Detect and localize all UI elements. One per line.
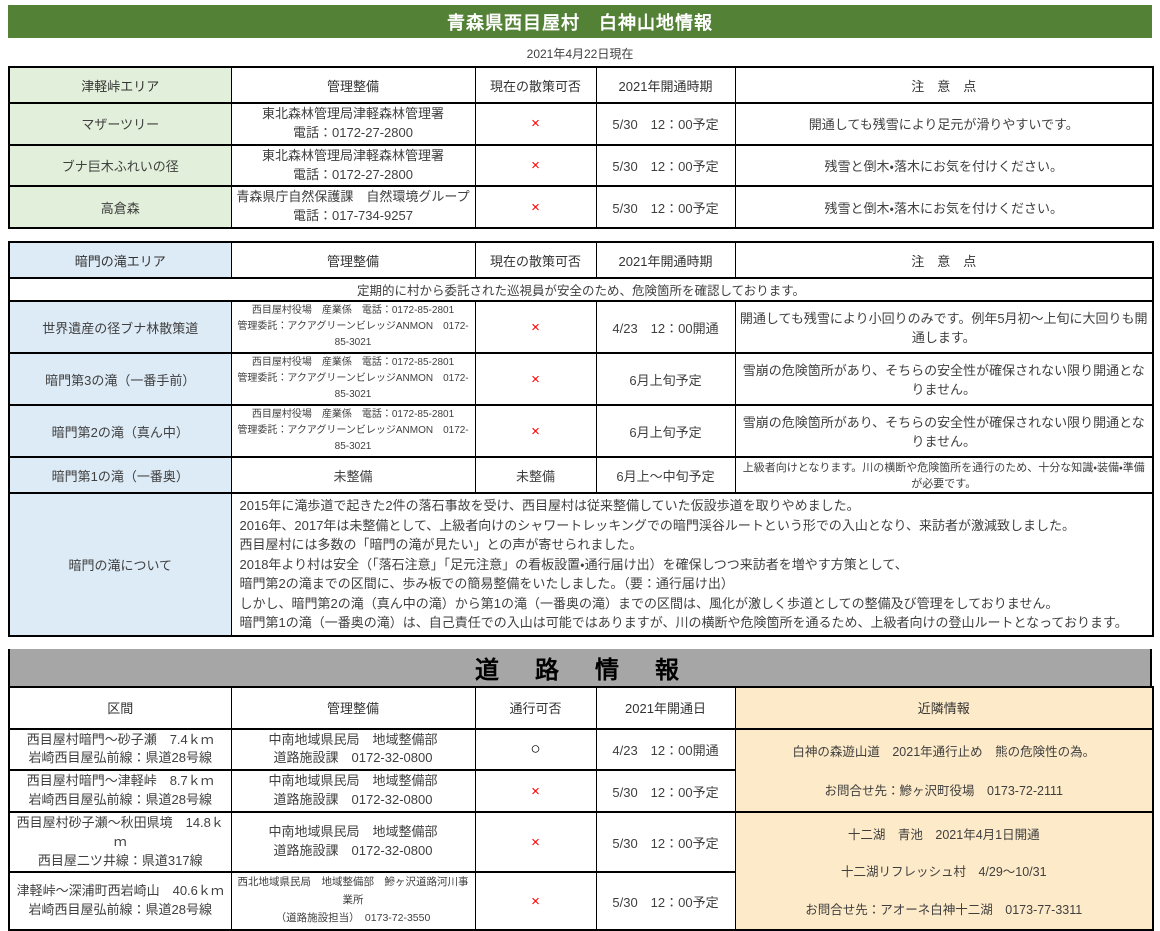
caution-cell: 残雪と倒木・落木にお気を付けください。 (734, 185, 1154, 230)
trail-name-cell: ブナ巨木ふれいの径 (8, 143, 232, 188)
road-section-cell: 津軽峠～深浦町西岩崎山 40.6ｋｍ 岩崎西目屋弘前線：県道28号線 (8, 871, 232, 931)
mgmt-cell: 西目屋村役場 産業係 電話：0172-85-2801 管理委託：アクアグリーンビ… (230, 300, 476, 355)
as-of-date: 2021年4月22日現在 (526, 47, 634, 61)
page-title: 青森県西目屋村 白神山地情報 (447, 12, 713, 33)
mgmt-cell: 中南地域県民局 地域整備部 道路施設課 0172-32-0800 (230, 769, 476, 813)
caution-header: 注 意 点 (734, 66, 1154, 104)
mgmt-cell: 東北森林管理局津軽森林管理署 電話：0172-27-2800 (230, 143, 476, 188)
mgmt-cell: 西目屋村役場 産業係 電話：0172-85-2801 管理委託：アクアグリーンビ… (230, 352, 476, 407)
opening-cell: 4/23 12：00開通 (595, 727, 736, 772)
road-section-cell: 西目屋村砂子瀬～秋田県境 14.8ｋｍ 西目屋二ツ井線：県道317線 (8, 810, 232, 874)
status-cell: × (474, 102, 597, 146)
opening-cell: 6月上旬予定 (595, 404, 736, 459)
section-header: 区間 (8, 685, 232, 730)
mgmt-cell: 西目屋村役場 産業係 電話：0172-85-2801 管理委託：アクアグリーンビ… (230, 404, 476, 459)
status-cell: × (474, 404, 597, 459)
table-row: 暗門第2の滝（真ん中） 西目屋村役場 産業係 電話：0172-85-2801 管… (8, 404, 1154, 459)
tsugaru-header-row: 津軽峠エリア 管理整備 現在の散策可否 2021年開通時期 注 意 点 (8, 66, 1154, 104)
trail-name-cell: マザーツリー (8, 102, 232, 146)
opening-cell: 5/30 12：00予定 (595, 143, 736, 188)
shirakami-info-page: 青森県西目屋村 白神山地情報 2021年4月22日現在 津軽峠エリア 管理整備 … (0, 5, 1160, 931)
mgmt-header: 管理整備 (230, 241, 476, 280)
status-cell: × (474, 300, 597, 355)
trail-name-cell: 世界遺産の径ブナ林散策道 (8, 300, 232, 355)
status-cell: ○ (474, 727, 597, 772)
status-header: 現在の散策可否 (474, 66, 597, 104)
table-row: 西目屋村砂子瀬～秋田県境 14.8ｋｍ 西目屋二ツ井線：県道317線 中南地域県… (8, 810, 1154, 931)
tsugaru-pass-area-table: 津軽峠エリア 管理整備 現在の散策可否 2021年開通時期 注 意 点 マザーツ… (8, 66, 1154, 230)
mgmt-cell: 西北地域県民局 地域整備部 鰺ヶ沢道路河川事業所 （道路施設担当） 0173-7… (230, 871, 476, 931)
opening-cell: 5/30 12：00予定 (595, 102, 736, 146)
road-section-cell: 西目屋村暗門～砂子瀬 7.4ｋｍ 岩崎西目屋弘前線：県道28号線 (8, 727, 232, 772)
status-cell: × (474, 810, 597, 874)
opening-cell: 4/23 12：00開通 (595, 300, 736, 355)
nearby-info-cell: 白神の森遊山道 2021年通行止め 熊の危険性の為。 お問合せ先：鰺ヶ沢町役場 … (734, 727, 1154, 813)
caution-cell: 開通しても残雪により足元が滑りやすいです。 (734, 102, 1154, 146)
status-cell: 未整備 (474, 456, 597, 495)
trail-name-cell: 暗門第3の滝（一番手前） (8, 352, 232, 407)
table-row: マザーツリー 東北森林管理局津軽森林管理署 電話：0172-27-2800 × … (8, 102, 1154, 146)
anmon-header-row: 暗門の滝エリア 管理整備 現在の散策可否 2021年開通時期 注 意 点 (8, 241, 1154, 280)
about-anmon-falls-row: 暗門の滝について 2015年に滝歩道で起きた2件の落石事故を受け、西目屋村は従来… (8, 492, 1154, 637)
table-row: 高倉森 青森県庁自然保護課 自然環境グループ 電話：017-734-9257 ×… (8, 185, 1154, 230)
nearby-note: 白神の森遊山道 2021年通行止め 熊の危険性の為。 (792, 745, 1096, 760)
nearby-note: 十二湖 青池 2021年4月1日開通 (847, 828, 1040, 843)
status-cell: × (474, 143, 597, 188)
opening-header: 2021年開通時期 (595, 241, 736, 280)
anmon-area-header: 暗門の滝エリア (8, 241, 232, 280)
status-cell: × (474, 769, 597, 813)
road-header-row: 区間 管理整備 通行可否 2021年開通日 近隣情報 (8, 685, 1154, 730)
opening-cell: 5/30 12：00予定 (595, 871, 736, 931)
status-header: 現在の散策可否 (474, 241, 597, 280)
opening-cell: 6月上旬予定 (595, 352, 736, 407)
opening-cell: 6月上～中旬予定 (595, 456, 736, 495)
mgmt-header: 管理整備 (230, 685, 476, 730)
table-row: 暗門第1の滝（一番奥） 未整備 未整備 6月上～中旬予定 上級者向けとなります。… (8, 456, 1154, 495)
about-text: 2015年に滝歩道で起きた2件の落石事故を受け、西目屋村は従来整備していた仮設歩… (230, 492, 1154, 637)
status-cell: × (474, 185, 597, 230)
mgmt-cell: 未整備 (230, 456, 476, 495)
opening-header: 2021年開通日 (595, 685, 736, 730)
mgmt-cell: 中南地域県民局 地域整備部 道路施設課 0172-32-0800 (230, 810, 476, 874)
mgmt-cell: 青森県庁自然保護課 自然環境グループ 電話：017-734-9257 (230, 185, 476, 230)
status-cell: × (474, 352, 597, 407)
anmon-falls-area-table: 暗門の滝エリア 管理整備 現在の散策可否 2021年開通時期 注 意 点 定期的… (8, 241, 1154, 637)
opening-cell: 5/30 12：00予定 (595, 810, 736, 874)
nearby-contact: お問合せ先：鰺ヶ沢町役場 0173-72-2111 (824, 784, 1064, 799)
caution-header: 注 意 点 (734, 241, 1154, 280)
trail-name-cell: 暗門第1の滝（一番奥） (8, 456, 232, 495)
table-row: 西目屋村暗門～砂子瀬 7.4ｋｍ 岩崎西目屋弘前線：県道28号線 中南地域県民局… (8, 727, 1154, 813)
table-row: 暗門第3の滝（一番手前） 西目屋村役場 産業係 電話：0172-85-2801 … (8, 352, 1154, 407)
caution-cell: 上級者向けとなります。川の横断や危険箇所を通行のため、十分な知識・装備・準備が必… (734, 456, 1154, 495)
caution-cell: 残雪と倒木・落木にお気を付けください。 (734, 143, 1154, 188)
status-cell: × (474, 871, 597, 931)
nearby-contact: お問合せ先：アオーネ白神十二湖 0173-77-3311 (805, 902, 1083, 917)
caution-cell: 雪崩の危険箇所があり、そちらの安全性が確保されない限り開通となりません。 (734, 404, 1154, 459)
patrol-note-row: 定期的に村から委託された巡視員が安全のため、危険箇所を確認しております。 (8, 277, 1154, 303)
opening-header: 2021年開通時期 (595, 66, 736, 104)
road-info-table: 区間 管理整備 通行可否 2021年開通日 近隣情報 西目屋村暗門～砂子瀬 7.… (8, 685, 1154, 931)
opening-cell: 5/30 12：00予定 (595, 185, 736, 230)
nearby-info-header: 近隣情報 (734, 685, 1154, 730)
trail-name-cell: 高倉森 (8, 185, 232, 230)
road-info-section-bar: 道 路 情 報 (8, 648, 1152, 686)
opening-cell: 5/30 12：00予定 (595, 769, 736, 813)
road-section-cell: 西目屋村暗門～津軽峠 8.7ｋｍ 岩崎西目屋弘前線：県道28号線 (8, 769, 232, 813)
table-row: ブナ巨木ふれいの径 東北森林管理局津軽森林管理署 電話：0172-27-2800… (8, 143, 1154, 188)
status-header: 通行可否 (474, 685, 597, 730)
mgmt-cell: 東北森林管理局津軽森林管理署 電話：0172-27-2800 (230, 102, 476, 146)
page-title-bar: 青森県西目屋村 白神山地情報 (8, 5, 1152, 38)
caution-cell: 雪崩の危険箇所があり、そちらの安全性が確保されない限り開通となりません。 (734, 352, 1154, 407)
about-label: 暗門の滝について (8, 492, 232, 637)
patrol-note: 定期的に村から委託された巡視員が安全のため、危険箇所を確認しております。 (8, 277, 1154, 303)
trail-name-cell: 暗門第2の滝（真ん中） (8, 404, 232, 459)
mgmt-cell: 中南地域県民局 地域整備部 道路施設課 0172-32-0800 (230, 727, 476, 772)
mgmt-header: 管理整備 (230, 66, 476, 104)
table-row: 世界遺産の径ブナ林散策道 西目屋村役場 産業係 電話：0172-85-2801 … (8, 300, 1154, 355)
road-info-title: 道 路 情 報 (475, 656, 685, 684)
nearby-note: 十二湖リフレッシュ村 4/29～10/31 (840, 865, 1047, 880)
caution-cell: 開通しても残雪により小回りのみです。例年5月初～上旬に大回りも開通します。 (734, 300, 1154, 355)
nearby-info-cell: 十二湖 青池 2021年4月1日開通 十二湖リフレッシュ村 4/29～10/31… (734, 810, 1154, 931)
tsugaru-area-header: 津軽峠エリア (8, 66, 232, 104)
